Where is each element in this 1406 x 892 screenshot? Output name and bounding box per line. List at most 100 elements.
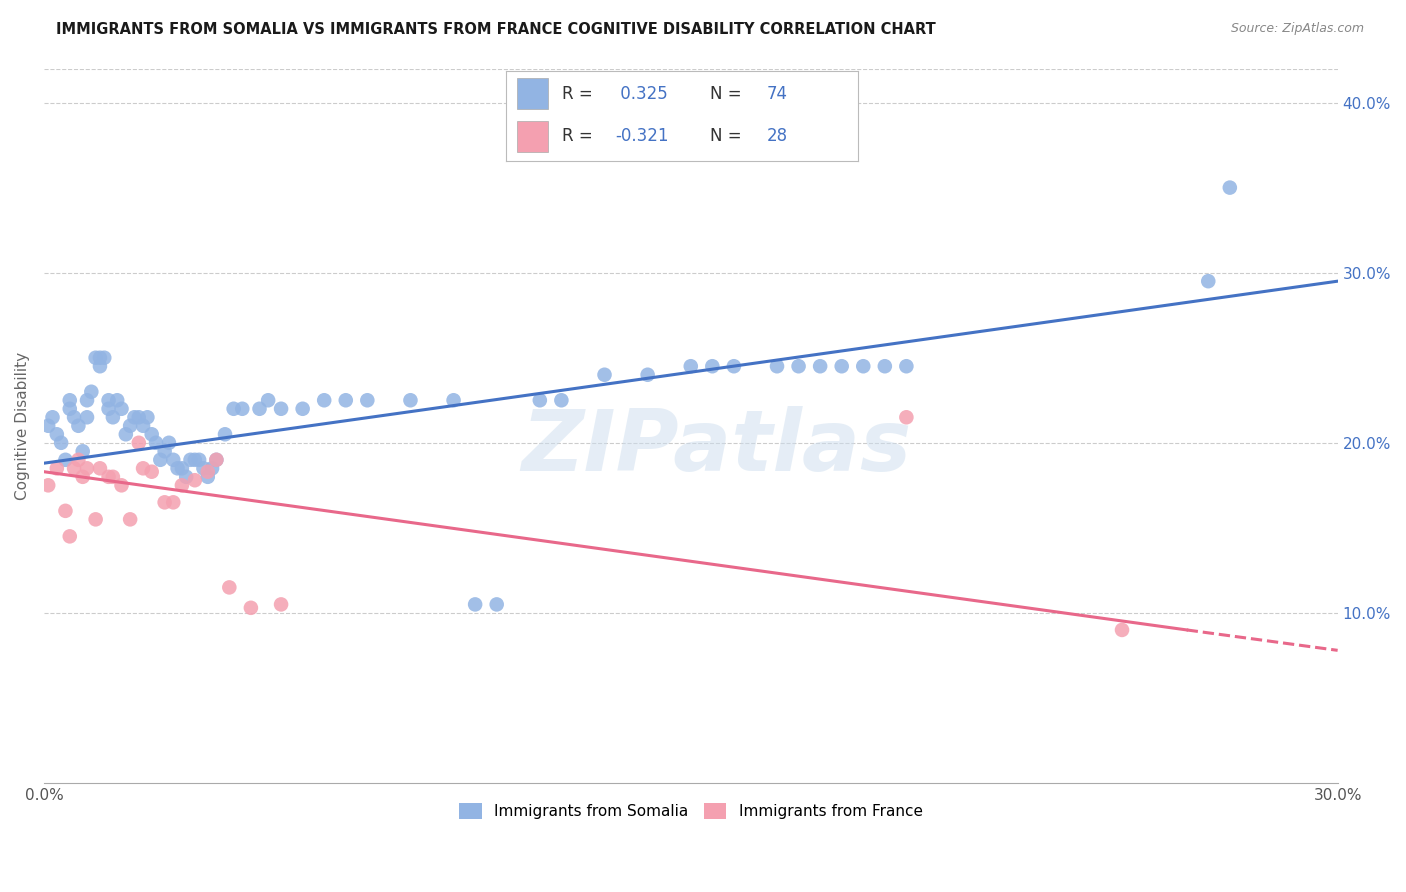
Text: -0.321: -0.321	[616, 128, 669, 145]
Point	[702, 359, 724, 374]
Y-axis label: Cognitive Disability: Cognitive Disability	[15, 351, 30, 500]
Point	[72, 470, 94, 484]
Point	[136, 410, 159, 425]
Point	[63, 410, 86, 425]
Point	[162, 452, 184, 467]
Point	[852, 359, 875, 374]
Point	[1111, 623, 1133, 637]
Point	[93, 351, 115, 365]
Point	[766, 359, 789, 374]
Legend: Immigrants from Somalia, Immigrants from France: Immigrants from Somalia, Immigrants from…	[453, 797, 929, 825]
Point	[314, 393, 336, 408]
Point	[270, 401, 292, 416]
Point	[80, 384, 103, 399]
Point	[67, 452, 90, 467]
Point	[97, 401, 120, 416]
Point	[128, 435, 150, 450]
Point	[153, 495, 176, 509]
Point	[218, 581, 240, 595]
Point	[59, 529, 82, 543]
Point	[110, 401, 132, 416]
Point	[529, 393, 551, 408]
Point	[291, 401, 314, 416]
Point	[787, 359, 810, 374]
Point	[831, 359, 853, 374]
Point	[153, 444, 176, 458]
Text: N =: N =	[710, 85, 747, 103]
Text: R =: R =	[562, 128, 599, 145]
Point	[120, 418, 142, 433]
Point	[59, 401, 82, 416]
Point	[166, 461, 188, 475]
Point	[170, 478, 193, 492]
Point	[49, 435, 72, 450]
Point	[110, 478, 132, 492]
Point	[239, 600, 262, 615]
Point	[808, 359, 831, 374]
Point	[76, 461, 98, 475]
Point	[184, 473, 207, 487]
Point	[873, 359, 896, 374]
Text: N =: N =	[710, 128, 747, 145]
Point	[485, 598, 508, 612]
Point	[335, 393, 357, 408]
Bar	[517, 121, 548, 152]
Point	[141, 427, 163, 442]
Point	[443, 393, 465, 408]
Point	[197, 470, 219, 484]
Point	[896, 359, 918, 374]
Text: 74: 74	[766, 85, 787, 103]
Point	[1219, 180, 1241, 194]
Point	[184, 452, 207, 467]
Point	[222, 401, 245, 416]
Point	[55, 452, 77, 467]
Point	[257, 393, 280, 408]
Point	[41, 410, 63, 425]
Point	[231, 401, 253, 416]
Point	[188, 452, 211, 467]
Point	[89, 359, 111, 374]
Point	[105, 393, 128, 408]
Point	[249, 401, 271, 416]
Point	[37, 478, 59, 492]
Point	[128, 410, 150, 425]
Text: Source: ZipAtlas.com: Source: ZipAtlas.com	[1230, 22, 1364, 36]
Point	[637, 368, 659, 382]
Point	[896, 410, 918, 425]
Point	[76, 393, 98, 408]
Point	[214, 427, 236, 442]
Point	[399, 393, 422, 408]
Point	[180, 452, 202, 467]
Point	[464, 598, 486, 612]
Point	[132, 461, 155, 475]
Point	[723, 359, 745, 374]
Point	[550, 393, 572, 408]
Point	[97, 470, 120, 484]
Point	[101, 470, 124, 484]
Point	[67, 418, 90, 433]
Text: ZIPatlas: ZIPatlas	[522, 406, 911, 489]
Point	[679, 359, 702, 374]
Point	[45, 461, 67, 475]
Point	[132, 418, 155, 433]
Point	[205, 452, 228, 467]
Point	[63, 461, 86, 475]
Point	[97, 393, 120, 408]
Point	[45, 427, 67, 442]
Point	[145, 435, 167, 450]
Point	[270, 598, 292, 612]
Point	[84, 351, 107, 365]
Point	[72, 444, 94, 458]
Text: R =: R =	[562, 85, 599, 103]
Point	[84, 512, 107, 526]
Point	[89, 351, 111, 365]
Point	[1197, 274, 1219, 288]
Point	[101, 410, 124, 425]
Point	[197, 465, 219, 479]
Point	[120, 512, 142, 526]
Point	[170, 461, 193, 475]
Point	[201, 461, 224, 475]
Point	[89, 461, 111, 475]
Text: 0.325: 0.325	[616, 85, 668, 103]
Text: IMMIGRANTS FROM SOMALIA VS IMMIGRANTS FROM FRANCE COGNITIVE DISABILITY CORRELATI: IMMIGRANTS FROM SOMALIA VS IMMIGRANTS FR…	[56, 22, 936, 37]
